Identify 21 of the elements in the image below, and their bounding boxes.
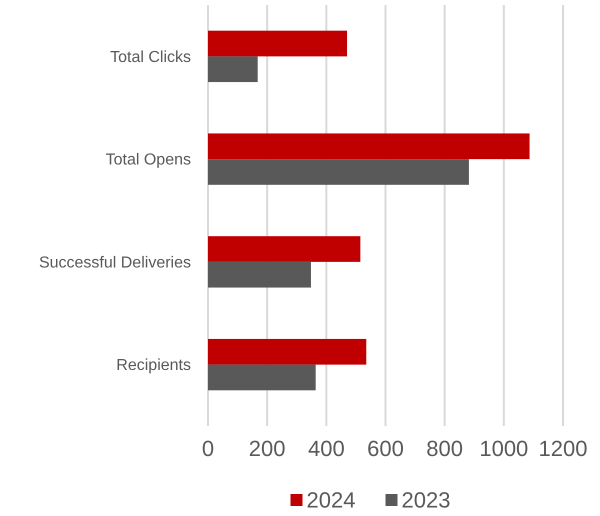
x-tick-label: 1200 (538, 436, 588, 461)
legend-label: 2023 (402, 488, 450, 513)
bar (208, 56, 258, 82)
bar (208, 236, 360, 262)
y-tick-label: Total Opens (106, 152, 191, 169)
x-tick-label: 600 (367, 436, 404, 461)
x-tick-label: 0 (202, 436, 214, 461)
x-tick-label: 1000 (479, 436, 528, 461)
bar (208, 159, 469, 185)
x-tick-label: 800 (426, 436, 464, 461)
y-tick-label: Recipients (116, 357, 191, 374)
x-tick-label: 200 (248, 436, 286, 461)
bar (208, 30, 348, 56)
legend-label: 2024 (306, 488, 356, 513)
y-tick-label: Successful Deliveries (38, 254, 191, 272)
bar (208, 262, 311, 288)
x-tick-label: 400 (308, 436, 345, 461)
y-tick-label: Total Clicks (110, 48, 191, 66)
bar (208, 338, 366, 365)
bar (208, 364, 316, 390)
bar (208, 133, 530, 160)
